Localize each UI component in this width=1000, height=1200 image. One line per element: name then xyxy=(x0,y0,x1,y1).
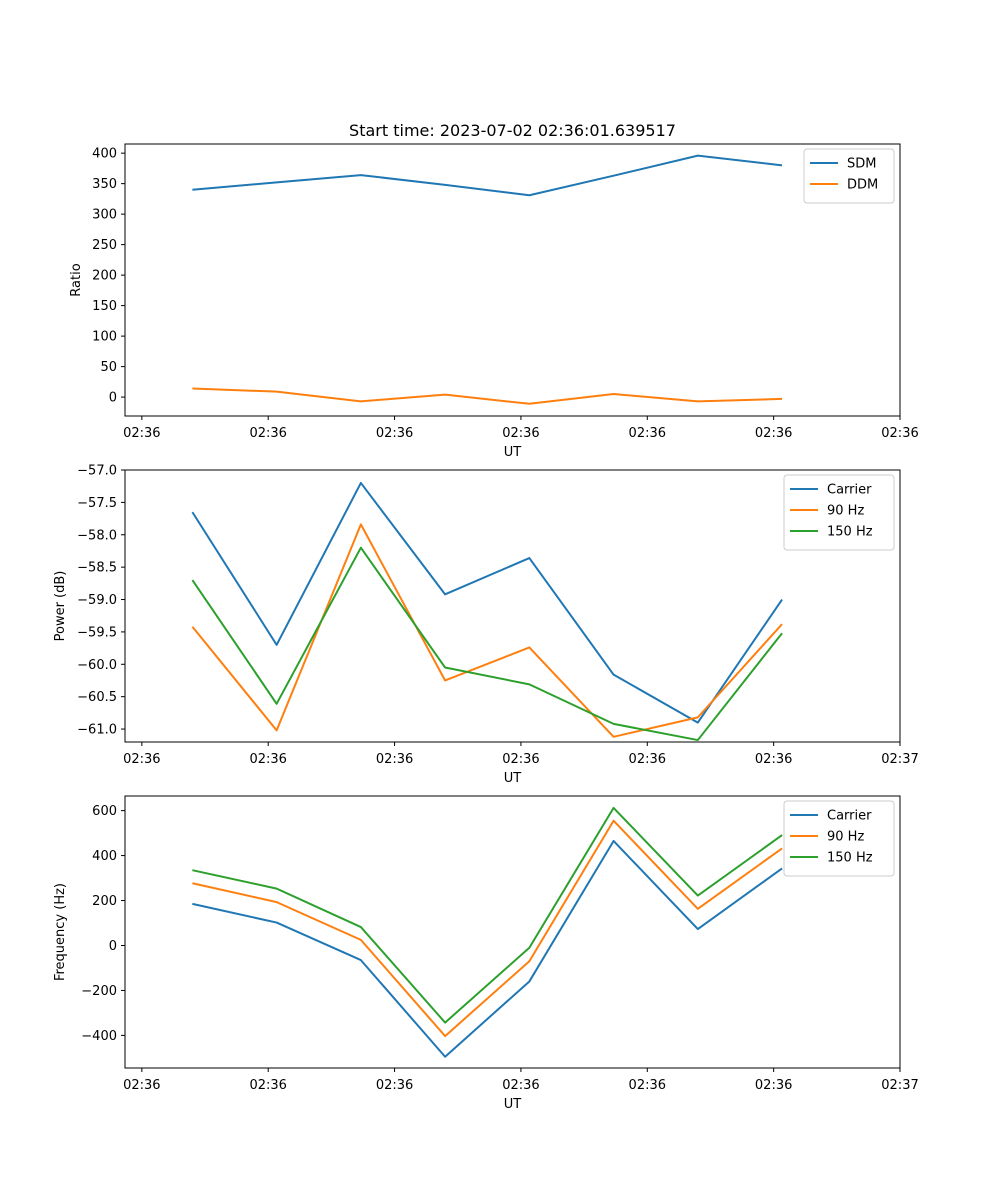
y-tick-label: −58.0 xyxy=(77,528,117,543)
y-tick-label: 400 xyxy=(92,147,117,162)
y-tick-label: −59.5 xyxy=(77,625,117,640)
legend-label: 150 Hz xyxy=(827,851,873,866)
x-tick-label: 02:36 xyxy=(881,426,918,441)
series-line-ddm xyxy=(192,387,783,405)
y-tick-label: −57.5 xyxy=(77,496,117,511)
series-line-carrier xyxy=(192,839,783,1058)
x-axis-label: UT xyxy=(504,445,522,460)
legend-label: SDM xyxy=(847,157,876,172)
y-axis-label: Power (dB) xyxy=(53,571,68,642)
legend: Carrier 90 Hz 150 Hz xyxy=(783,800,895,877)
y-tick-label: 150 xyxy=(92,299,117,314)
y-tick-label: 400 xyxy=(92,849,117,864)
x-tick-label: 02:36 xyxy=(502,752,539,767)
series-line-150-hz xyxy=(191,546,783,742)
x-axis-label: UT xyxy=(504,771,522,786)
y-tick-label: −61.0 xyxy=(77,723,117,738)
y-tick-label: 0 xyxy=(109,391,117,406)
x-tick-label: 02:36 xyxy=(755,1078,792,1093)
y-tick-label: 350 xyxy=(92,177,117,192)
chart-panel-2: 02:36 02:36 02:36 02:36 02:36 02:36 02:37 −57.0… xyxy=(53,464,919,787)
legend: Carrier 90 Hz 150 Hz xyxy=(783,474,895,551)
x-tick-label: 02:36 xyxy=(249,426,286,441)
y-tick-label: 100 xyxy=(92,330,117,345)
chart-title: Start time: 2023-07-02 02:36:01.639517 xyxy=(349,121,676,140)
axes-frame xyxy=(124,469,901,743)
x-tick-label: 02:36 xyxy=(249,752,286,767)
x-tick-label: 02:36 xyxy=(502,1078,539,1093)
legend-label: Carrier xyxy=(827,809,872,824)
y-tick-label: −200 xyxy=(81,984,117,999)
y-tick-label: −57.0 xyxy=(77,464,117,479)
y-axis-label: Ratio xyxy=(69,263,84,296)
x-tick-label: 02:36 xyxy=(629,426,666,441)
y-tick-label: −59.0 xyxy=(77,593,117,608)
x-axis-label: UT xyxy=(504,1097,522,1112)
y-tick-label: 600 xyxy=(92,804,117,819)
axes-frame xyxy=(124,795,901,1069)
x-tick-label: 02:36 xyxy=(123,426,160,441)
axes-frame xyxy=(124,143,901,417)
legend: SDM DDM xyxy=(803,148,895,204)
y-tick-label: 0 xyxy=(109,939,117,954)
x-tick-label: 02:37 xyxy=(881,1078,918,1093)
y-tick-label: −60.0 xyxy=(77,658,117,673)
legend-label: DDM xyxy=(847,178,878,193)
legend-label: 150 Hz xyxy=(827,525,873,540)
series-line-90-hz xyxy=(191,523,783,738)
y-tick-label: −400 xyxy=(81,1029,117,1044)
x-tick-label: 02:36 xyxy=(123,752,160,767)
x-tick-label: 02:36 xyxy=(376,426,413,441)
y-tick-label: 300 xyxy=(92,208,117,223)
legend-label: 90 Hz xyxy=(827,830,864,845)
series-line-sdm xyxy=(192,154,783,197)
y-tick-label: 50 xyxy=(100,360,117,375)
x-tick-label: 02:36 xyxy=(502,426,539,441)
x-tick-label: 02:36 xyxy=(249,1078,286,1093)
chart-panel-1: Start time: 2023-07-02 02:36:01.63951702… xyxy=(69,121,919,460)
series-line-90-hz xyxy=(192,819,783,1038)
legend-label: Carrier xyxy=(827,483,872,498)
series-line-carrier xyxy=(191,481,783,724)
legend-label: 90 Hz xyxy=(827,504,864,519)
y-tick-label: −58.5 xyxy=(77,561,117,576)
y-tick-label: −60.5 xyxy=(77,690,117,705)
x-tick-label: 02:36 xyxy=(755,426,792,441)
x-tick-label: 02:36 xyxy=(629,1078,666,1093)
x-tick-label: 02:36 xyxy=(376,1078,413,1093)
x-tick-label: 02:36 xyxy=(376,752,413,767)
y-tick-label: 200 xyxy=(92,269,117,284)
chart-panel-3: 02:36 02:36 02:36 02:36 02:36 02:36 02:37 600 40… xyxy=(53,795,919,1112)
series-line-150-hz xyxy=(192,806,783,1024)
x-tick-label: 02:36 xyxy=(629,752,666,767)
y-axis-label: Frequency (Hz) xyxy=(53,883,68,981)
x-tick-label: 02:36 xyxy=(755,752,792,767)
x-tick-label: 02:37 xyxy=(881,752,918,767)
y-tick-label: 200 xyxy=(92,894,117,909)
y-tick-label: 250 xyxy=(92,238,117,253)
chart-panels: Start time: 2023-07-02 02:36:01.63951702… xyxy=(53,121,919,1112)
x-tick-label: 02:36 xyxy=(123,1078,160,1093)
